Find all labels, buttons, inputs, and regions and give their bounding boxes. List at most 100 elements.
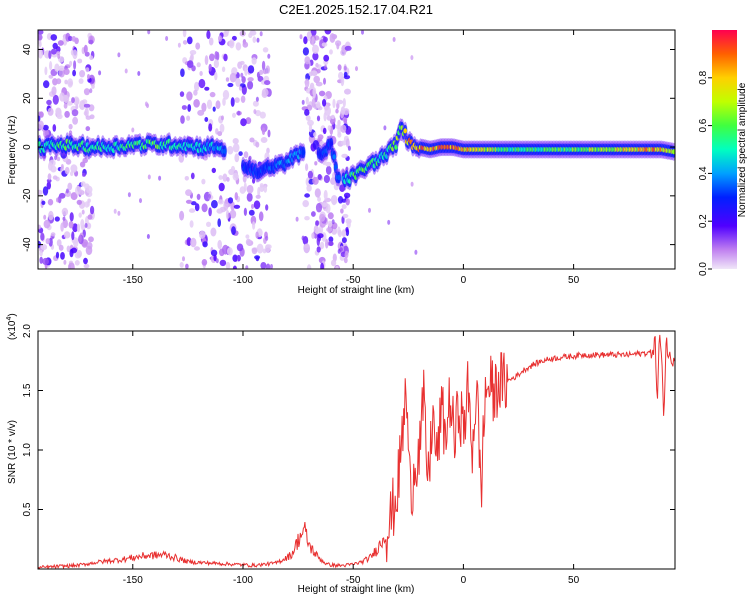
heatmap-noise-cell bbox=[215, 100, 221, 110]
heatmap-noise-cell bbox=[78, 78, 84, 84]
heatmap-noise-cell bbox=[201, 102, 207, 113]
heatmap-noise-cell bbox=[57, 54, 61, 59]
heatmap-noise-cell bbox=[66, 245, 71, 253]
heatmap-noise-cell bbox=[44, 66, 48, 76]
heatmap-noise-cell bbox=[208, 193, 211, 199]
heatmap-noise-cell bbox=[213, 254, 217, 262]
heatmap-noise-cell bbox=[219, 123, 225, 133]
heatmap-noise-cell bbox=[85, 245, 93, 255]
heatmap-noise-cell bbox=[63, 95, 70, 103]
heatmap-noise-cell bbox=[217, 208, 222, 214]
heatmap-noise-cell bbox=[67, 182, 73, 191]
heatmap-noise-cell bbox=[54, 216, 60, 222]
heatmap-noise-cell bbox=[198, 78, 206, 89]
heatmap-noise-cell bbox=[327, 125, 331, 131]
heatmap-noise-cell bbox=[250, 215, 257, 225]
heatmap-ridge-core bbox=[301, 149, 306, 155]
snr-series-line bbox=[38, 334, 675, 569]
heatmap-noise-cell bbox=[50, 232, 56, 237]
heatmap-noise-cell bbox=[259, 69, 264, 75]
heatmap-noise-cell bbox=[54, 63, 60, 72]
heatmap-noise-cell bbox=[316, 246, 321, 253]
heatmap-noise-cell bbox=[326, 115, 332, 121]
x-tick-label: -50 bbox=[346, 275, 361, 286]
heatmap-noise-cell bbox=[197, 109, 205, 116]
heatmap-noise-cell bbox=[186, 91, 193, 101]
heatmap-noise-cell bbox=[311, 211, 316, 217]
heatmap-noise-cell bbox=[199, 71, 203, 76]
heatmap-noise-cell bbox=[64, 166, 70, 175]
heatmap-noise-cell bbox=[78, 234, 82, 243]
heatmap-noise-cell bbox=[323, 112, 327, 122]
heatmap-noise-cell bbox=[52, 175, 58, 180]
heatmap-noise-cell bbox=[263, 185, 268, 193]
x-tick-label: 50 bbox=[568, 575, 580, 586]
heatmap-noise-cell bbox=[146, 234, 150, 239]
heatmap-noise-cell bbox=[355, 66, 358, 72]
heatmap-noise-cell bbox=[344, 88, 351, 95]
heatmap-noise-cell bbox=[68, 221, 74, 229]
x-tick-label: 50 bbox=[568, 275, 580, 286]
heatmap-noise-cell bbox=[335, 265, 339, 269]
heatmap-noise-cell bbox=[208, 207, 212, 217]
heatmap-noise-cell bbox=[211, 167, 216, 174]
heatmap-noise-cell bbox=[38, 224, 41, 230]
heatmap-noise-cell bbox=[245, 117, 252, 125]
heatmap-noise-cell bbox=[209, 53, 215, 62]
heatmap-noise-cell bbox=[340, 140, 348, 146]
heatmap-noise-cell bbox=[243, 182, 247, 192]
heatmap-noise-cell bbox=[209, 91, 216, 98]
heatmap-noise-cell bbox=[330, 259, 337, 267]
heatmap-noise-cell bbox=[71, 231, 75, 241]
heatmap-noise-cell bbox=[83, 103, 91, 108]
heatmap-noise-cell bbox=[218, 35, 222, 42]
heatmap-noise-cell bbox=[248, 209, 255, 216]
heatmap-noise-cell bbox=[261, 88, 269, 97]
heatmap-noise-cell bbox=[302, 200, 310, 208]
heatmap-noise-cell bbox=[332, 98, 336, 109]
heatmap-noise-cell bbox=[84, 223, 88, 228]
heatmap-noise-cell bbox=[185, 263, 189, 269]
heatmap-noise-cell bbox=[201, 259, 208, 266]
heatmap-noise-cell bbox=[88, 236, 94, 243]
heatmap-noise-cell bbox=[264, 244, 271, 253]
heatmap-noise-cell bbox=[147, 30, 151, 35]
heatmap-noise-cell bbox=[208, 123, 213, 132]
heatmap-noise-cell bbox=[86, 185, 93, 194]
heatmap-noise-cell bbox=[202, 241, 208, 248]
heatmap-noise-cell bbox=[48, 159, 56, 167]
heatmap-noise-cell bbox=[315, 202, 323, 213]
colorbar-label: Normalized spectral amplitude bbox=[737, 82, 748, 217]
heatmap-noise-cell bbox=[331, 114, 335, 120]
heatmap-noise-cell bbox=[242, 174, 247, 183]
heatmap-noise-cell bbox=[201, 203, 208, 213]
heatmap-noise-cell bbox=[131, 127, 135, 133]
heatmap-noise-cell bbox=[247, 77, 254, 82]
heatmap-noise-cell bbox=[215, 258, 219, 264]
heatmap-noise-cell bbox=[76, 223, 81, 233]
heatmap-noise-cell bbox=[410, 181, 414, 187]
heatmap-noise-cell bbox=[67, 35, 73, 42]
heatmap-noise-cell bbox=[214, 71, 218, 81]
heatmap-noise-cell bbox=[314, 161, 318, 166]
heatmap-noise-cell bbox=[249, 137, 255, 143]
heatmap-noise-cell bbox=[60, 222, 64, 232]
heatmap-noise-cell bbox=[231, 35, 237, 41]
heatmap-noise-cell bbox=[230, 201, 235, 211]
y-tick-label: 1.0 bbox=[22, 443, 33, 457]
heatmap-noise-cell bbox=[330, 177, 337, 185]
heatmap-noise-cell bbox=[68, 81, 73, 86]
heatmap-noise-cell bbox=[316, 115, 321, 122]
heatmap-noise-cell bbox=[324, 64, 327, 70]
snr-x-label: Height of straight line (km) bbox=[298, 584, 415, 595]
heatmap-noise-cell bbox=[312, 176, 319, 185]
heatmap-noise-cell bbox=[295, 216, 299, 222]
heatmap-noise-cell bbox=[245, 265, 249, 269]
heatmap-noise-cell bbox=[213, 59, 219, 68]
heatmap-noise-cell bbox=[305, 115, 311, 121]
heatmap-noise-cell bbox=[137, 71, 141, 76]
snr-y-label: SNR (10 * v/v) bbox=[7, 420, 18, 484]
heatmap-noise-cell bbox=[50, 34, 58, 41]
heatmap-ridge-core bbox=[222, 148, 227, 154]
heatmap-noise-cell bbox=[242, 41, 249, 48]
